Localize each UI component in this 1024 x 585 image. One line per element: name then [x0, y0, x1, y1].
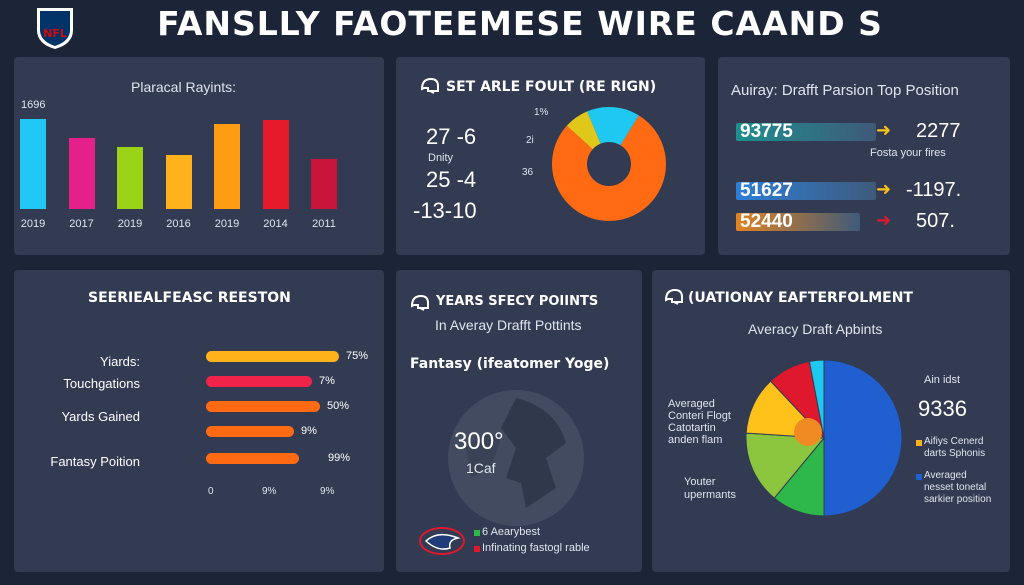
- bar-4: [214, 123, 240, 209]
- stat-sub-1: Dnity: [428, 152, 454, 164]
- fantasy-heading: Fantasy (ifeatomer Yoge): [410, 356, 610, 372]
- donut-panel: SET ARLE FOULT (RE RIGN) 27 -6 Dnity 25 …: [396, 57, 705, 255]
- legend-bullet-red: [474, 546, 480, 552]
- pie-legend-text-1: Aifiys Cenerd darts Sphonis: [924, 436, 986, 459]
- season-stat-pct-3: 9%: [301, 425, 317, 437]
- axis-label-1: 9%: [262, 486, 277, 497]
- x-tick-label: 2019: [117, 218, 143, 230]
- pie-left-label: Averaged Conteri Flogt Catotartin anden …: [668, 398, 731, 446]
- fantasy-points-title: YEARS SFECY POIINTS: [436, 294, 599, 309]
- donut-slice-2: [587, 106, 639, 146]
- adp-note: Fosta your fires: [870, 147, 946, 159]
- pie-center-accent: [794, 418, 822, 446]
- stat-value-2: 25 -4: [426, 167, 477, 192]
- donut-slice-label-3: 36: [522, 167, 534, 178]
- helmet-icon: [410, 294, 430, 317]
- adp-result-2: 507.: [916, 210, 955, 232]
- bar-chart-area: 2019 2017 2019 2016 2019 2014 2011: [14, 57, 384, 255]
- season-stat-bar-4: [206, 453, 299, 464]
- y-top-label: 1696: [21, 99, 46, 111]
- x-tick-label: 2019: [214, 218, 240, 230]
- donut-slice-0: [552, 115, 666, 221]
- season-stat-label-2: Yards Gained: [61, 409, 140, 424]
- adp-panel: Auiray: Drafft Parsion Top Position 9377…: [718, 57, 1010, 255]
- draft-pie-title: (UATIONAY EAFTERFOLMENT: [688, 290, 913, 306]
- pie-left-label-2: Youter upermants: [684, 476, 736, 501]
- adp-result-1: -1197.: [906, 179, 962, 201]
- season-stat-pct-0: 75%: [346, 350, 369, 362]
- globe-legend-line-2: Infinating fastogl rable: [482, 542, 590, 554]
- donut-slice-1: [566, 111, 601, 150]
- arrow-right-icon: ➜: [876, 179, 892, 199]
- globe-graphic: [446, 388, 586, 533]
- season-stat-bar-0: [206, 351, 339, 362]
- x-tick-label: 2019: [20, 218, 46, 230]
- season-stat-label-0: Yiards:: [100, 354, 140, 369]
- adp-result-0: 2277: [916, 120, 961, 142]
- donut-slice-label-1: 1%: [534, 107, 549, 118]
- pie-right-top: Ain idst: [924, 374, 961, 386]
- pie-legend-swatch-1: [916, 440, 922, 446]
- draft-pie-panel: (UATIONAY EAFTERFOLMENT Averacy Draft Ap…: [652, 270, 1010, 572]
- helmet-icon: [664, 288, 684, 311]
- bar-6: [311, 158, 337, 209]
- x-tick-label: 2014: [263, 218, 288, 230]
- globe-center-value: 300°: [454, 428, 504, 455]
- bar-chart-title: Plaracal Rayints:: [131, 79, 237, 95]
- bar-5: [262, 119, 289, 209]
- arrow-right-icon: ➜: [876, 210, 892, 230]
- globe-center-sub: 1Caf: [466, 460, 496, 476]
- pie-legend-text-2: Averaged nesset tonetal sarkier position: [924, 470, 992, 505]
- season-stat-pct-4: 99%: [328, 452, 351, 464]
- stat-value-1: 27 -6: [426, 124, 477, 149]
- globe-legend-line-1: 6 Aearybest: [482, 526, 541, 538]
- legend-bullet-green: [474, 530, 480, 536]
- season-stat-bar-2: [206, 401, 320, 412]
- x-tick-label: 2011: [312, 218, 336, 230]
- stat-value-3: -13-10: [413, 198, 477, 223]
- fantasy-points-subtitle: In Averay Drafft Pottints: [435, 317, 582, 333]
- bar-3: [165, 154, 192, 209]
- nfl-shield-logo: NFL: [34, 4, 76, 50]
- adp-panel-title: Auiray: Drafft Parsion Top Position: [731, 82, 959, 99]
- page-title: FANSLLY FAOTEEMESE WIRE CAAND S: [157, 4, 883, 43]
- adp-bar-2: 52440: [736, 212, 860, 231]
- season-stat-bar-3: [206, 426, 294, 437]
- x-tick-label: 2016: [166, 218, 191, 230]
- bar-1: [68, 137, 95, 209]
- pie-legend-swatch-2: [916, 474, 922, 480]
- season-stat-label-1: Touchgations: [63, 376, 140, 391]
- draft-pie-chart: [745, 359, 903, 517]
- bar-0: [20, 118, 46, 209]
- season-stats-title: SEERIEALFEASC REESTON: [88, 290, 291, 306]
- helmet-icon: [420, 77, 440, 100]
- adp-bar-0: 93775: [736, 122, 876, 141]
- adp-bar-1: 51627: [736, 181, 876, 200]
- season-stat-pct-2: 50%: [327, 400, 350, 412]
- fantasy-points-panel: YEARS SFECY POIINTS In Averay Drafft Pot…: [396, 270, 642, 572]
- team-logo-icon: [418, 526, 466, 561]
- draft-pie-subtitle: Averacy Draft Apbints: [748, 321, 883, 337]
- donut-chart: [552, 106, 666, 221]
- pie-right-value: 9336: [918, 396, 967, 421]
- logo-text: NFL: [43, 27, 67, 40]
- season-stat-bar-1: [206, 376, 312, 387]
- x-tick-label: 2017: [69, 218, 94, 230]
- pie-slice-5: [808, 359, 825, 439]
- bar-chart-panel: Plaracal Rayints: 1696 2019 2017 2019 2016 2…: [14, 57, 384, 255]
- pie-slice-0: [823, 359, 903, 517]
- season-stat-label-4: Fantasy Poition: [50, 454, 140, 469]
- axis-label-0: 0: [208, 486, 214, 497]
- arrow-right-icon: ➜: [876, 120, 892, 140]
- axis-label-2: 9%: [320, 486, 335, 497]
- season-stats-panel: SEERIEALFEASC REESTON Yiards: 75% Touchgat…: [14, 270, 384, 572]
- pie-slice-2: [745, 432, 826, 499]
- bar-2: [117, 147, 143, 209]
- season-stat-pct-1: 7%: [319, 375, 335, 387]
- donut-slice-label-2: 2i: [526, 135, 534, 146]
- donut-panel-title: SET ARLE FOULT (RE RIGN): [446, 79, 657, 95]
